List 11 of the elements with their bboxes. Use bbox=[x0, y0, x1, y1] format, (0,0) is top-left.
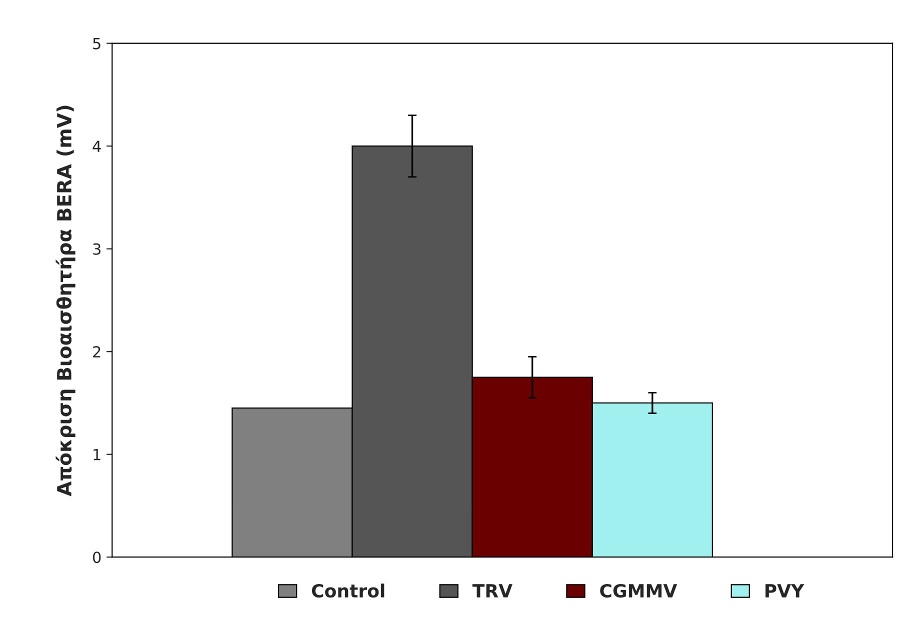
y-tick-label: 0 bbox=[92, 552, 101, 564]
legend-label: CGMMV bbox=[600, 584, 678, 598]
legend-label: Control bbox=[312, 584, 384, 598]
legend-label: TRV bbox=[472, 584, 512, 598]
y-tick-label: 4 bbox=[92, 140, 101, 152]
y-tick-label: 5 bbox=[93, 38, 100, 50]
y-tick-label: 2 bbox=[93, 346, 100, 358]
y-tick-label: 1 bbox=[94, 449, 100, 460]
y-axis-title: Απόκριση Βιοαισθητήρα BERA (mV) bbox=[56, 106, 76, 496]
y-tick-label: 3 bbox=[93, 243, 100, 255]
legend-label: PVY bbox=[766, 584, 804, 598]
